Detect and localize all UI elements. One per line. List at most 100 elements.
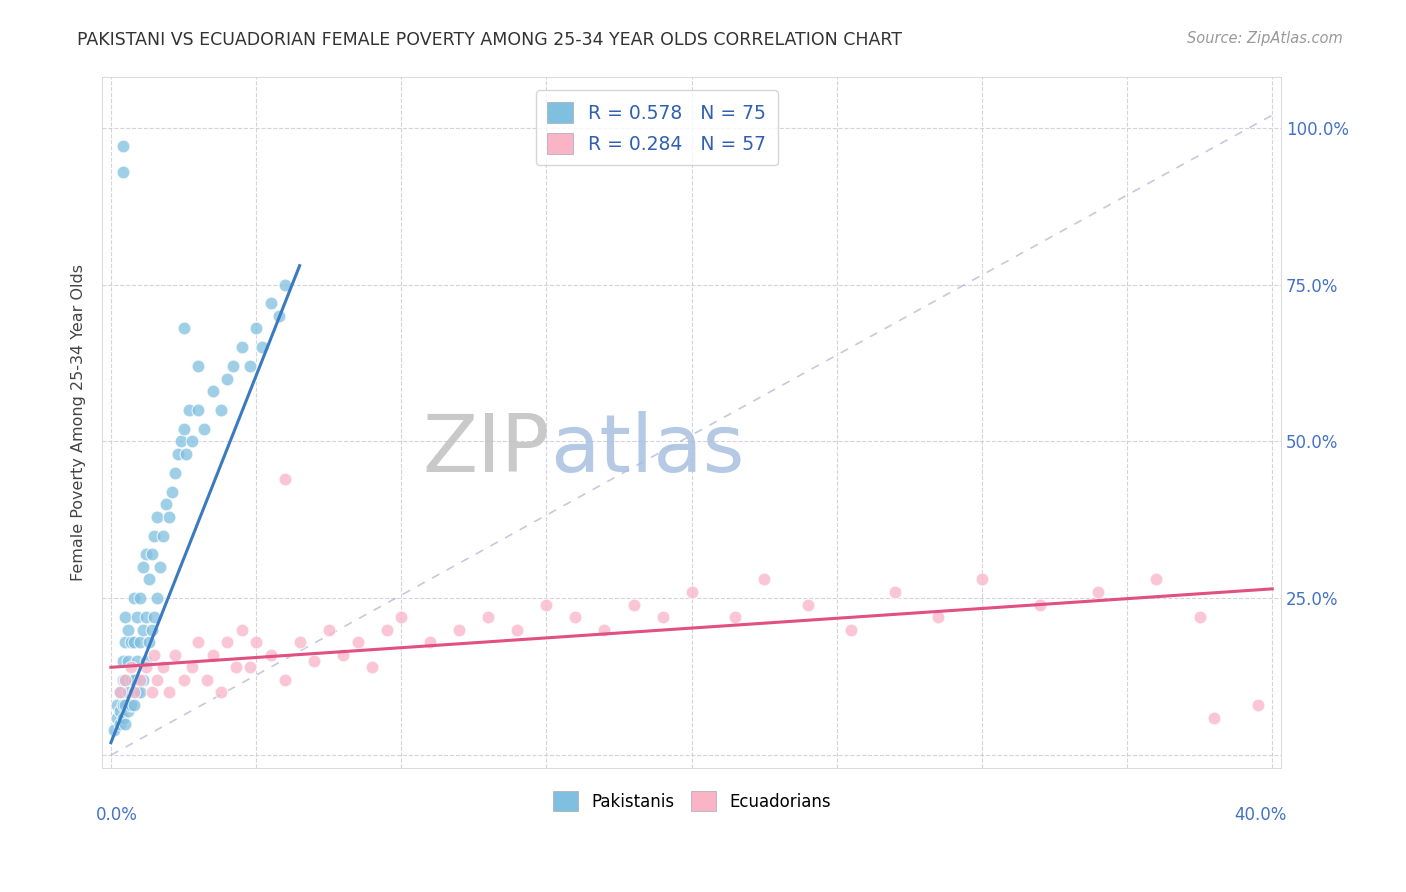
Point: [129, 591, 152, 606]
Point: [143, 648, 166, 662]
Point: [231, 623, 253, 637]
Point: [114, 635, 136, 649]
Point: [651, 610, 673, 624]
Point: [146, 509, 169, 524]
Point: [111, 654, 134, 668]
Point: [129, 635, 152, 649]
Point: [187, 635, 209, 649]
Point: [883, 585, 905, 599]
Point: [157, 685, 180, 699]
Point: [269, 309, 291, 323]
Point: [623, 598, 645, 612]
Point: [103, 723, 125, 737]
Point: [179, 403, 201, 417]
Point: [593, 623, 616, 637]
Point: [117, 704, 139, 718]
Point: [122, 591, 145, 606]
Point: [239, 359, 262, 373]
Point: [201, 384, 224, 399]
Point: [225, 660, 247, 674]
Point: [201, 648, 224, 662]
Point: [108, 704, 131, 718]
Point: [346, 635, 368, 649]
Point: [839, 623, 862, 637]
Point: [129, 685, 152, 699]
Point: [274, 673, 297, 687]
Point: [129, 673, 152, 687]
Point: [122, 673, 145, 687]
Point: [1188, 610, 1211, 624]
Point: [215, 635, 238, 649]
Point: [250, 340, 273, 354]
Point: [120, 635, 142, 649]
Point: [141, 685, 163, 699]
Point: [173, 321, 195, 335]
Point: [108, 685, 131, 699]
Point: [146, 673, 169, 687]
Point: [181, 434, 204, 449]
Point: [389, 610, 412, 624]
Point: [970, 573, 993, 587]
Point: [114, 698, 136, 712]
Point: [564, 610, 586, 624]
Point: [796, 598, 818, 612]
Point: [169, 434, 191, 449]
Point: [152, 660, 174, 674]
Point: [239, 660, 262, 674]
Point: [245, 321, 267, 335]
Point: [117, 685, 139, 699]
Point: [114, 673, 136, 687]
Point: [141, 547, 163, 561]
Point: [155, 497, 177, 511]
Point: [1087, 585, 1109, 599]
Point: [141, 623, 163, 637]
Point: [132, 673, 155, 687]
Point: [114, 716, 136, 731]
Point: [173, 673, 195, 687]
Point: [117, 623, 139, 637]
Point: [754, 573, 776, 587]
Point: [536, 598, 558, 612]
Point: [108, 716, 131, 731]
Point: [120, 698, 142, 712]
Point: [506, 623, 529, 637]
Text: 40.0%: 40.0%: [1234, 805, 1286, 823]
Point: [259, 648, 281, 662]
Point: [111, 710, 134, 724]
Point: [166, 447, 188, 461]
Point: [105, 698, 128, 712]
Point: [927, 610, 949, 624]
Point: [132, 623, 155, 637]
Point: [302, 654, 325, 668]
Point: [222, 359, 245, 373]
Point: [143, 528, 166, 542]
Point: [1247, 698, 1270, 712]
Point: [135, 547, 157, 561]
Point: [108, 685, 131, 699]
Point: [1029, 598, 1052, 612]
Point: [209, 685, 232, 699]
Point: [120, 673, 142, 687]
Point: [111, 673, 134, 687]
Point: [245, 635, 267, 649]
Point: [274, 472, 297, 486]
Point: [111, 164, 134, 178]
Point: [375, 623, 398, 637]
Point: [138, 635, 160, 649]
Point: [125, 685, 148, 699]
Point: [274, 277, 297, 292]
Point: [1204, 710, 1226, 724]
Y-axis label: Female Poverty Among 25-34 Year Olds: Female Poverty Among 25-34 Year Olds: [72, 264, 86, 581]
Point: [122, 698, 145, 712]
Point: [681, 585, 703, 599]
Point: [724, 610, 747, 624]
Point: [117, 654, 139, 668]
Point: [125, 610, 148, 624]
Text: ZIP: ZIP: [423, 411, 550, 489]
Point: [111, 698, 134, 712]
Point: [135, 610, 157, 624]
Point: [449, 623, 471, 637]
Point: [111, 139, 134, 153]
Point: [120, 660, 142, 674]
Point: [146, 591, 169, 606]
